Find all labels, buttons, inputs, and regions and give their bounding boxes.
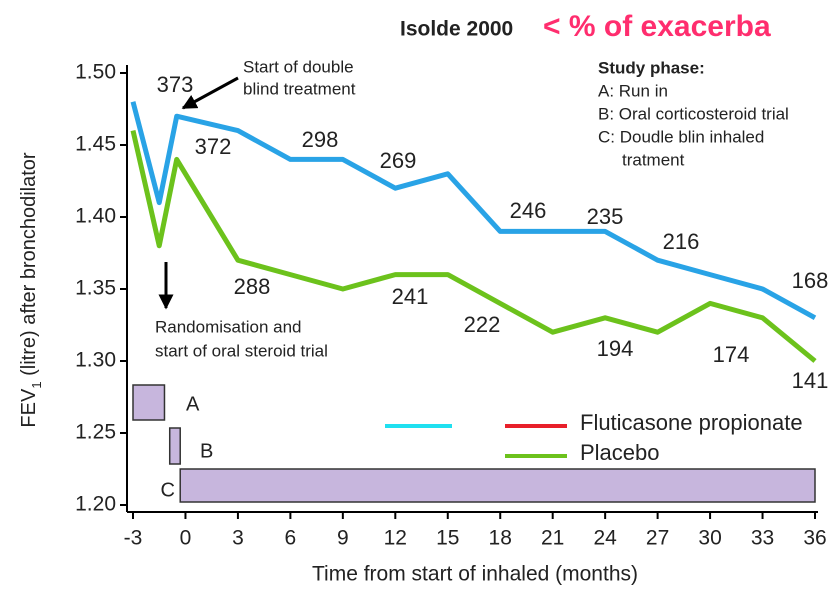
note: Randomisation and xyxy=(155,317,301,336)
x-tick-label: 36 xyxy=(803,527,826,550)
series-line xyxy=(130,130,817,363)
x-tick-label: 6 xyxy=(285,527,297,550)
study-phase-item: tratment xyxy=(622,150,685,169)
phase-label: A xyxy=(186,393,200,415)
x-tick-label: 15 xyxy=(436,527,459,550)
phase-bar xyxy=(179,468,816,503)
note: start of oral steroid trial xyxy=(155,341,328,360)
y-tick-label: 1.50 xyxy=(75,61,116,84)
note: Start of double xyxy=(243,57,354,76)
study-phase-item: B: Oral corticosteroid trial xyxy=(598,104,789,123)
annotation: 168 xyxy=(792,268,829,293)
x-tick-label: 21 xyxy=(541,527,564,550)
arrow xyxy=(181,76,239,110)
y-tick-label: 1.30 xyxy=(75,349,116,372)
chart-title: Isolde 2000 xyxy=(400,18,513,41)
chart-subtitle: < % of exacerba xyxy=(543,10,771,43)
legend-label: Placebo xyxy=(580,440,660,465)
x-tick-label: 24 xyxy=(593,527,617,550)
y-tick-label: 1.20 xyxy=(75,493,116,516)
y-axis-label: FEV1 (litre) after bronchodilator xyxy=(18,152,44,427)
annotation: 235 xyxy=(587,204,624,229)
x-tick-label: 33 xyxy=(751,527,774,550)
phase-bar xyxy=(168,427,181,465)
x-tick-label: 12 xyxy=(384,527,407,550)
y-tick-label: 1.35 xyxy=(75,277,116,300)
x-tick-label: 9 xyxy=(337,527,349,550)
phase-label: B xyxy=(200,440,213,462)
phase-label: C xyxy=(161,479,175,501)
note: blind treatment xyxy=(243,79,356,98)
annotation: 288 xyxy=(234,274,271,299)
annotation: 241 xyxy=(392,284,429,309)
y-label-main: FEV xyxy=(18,388,40,428)
annotation: 174 xyxy=(713,342,750,367)
x-tick-label: 18 xyxy=(489,527,512,550)
annotation: 222 xyxy=(464,312,501,337)
y-tick-label: 1.25 xyxy=(75,421,116,444)
x-tick-label: 30 xyxy=(698,527,721,550)
annotation: 373 xyxy=(157,72,194,97)
phase-bar xyxy=(132,384,166,421)
x-axis-label: Time from start of inhaled (months) xyxy=(312,563,638,586)
annotation: 298 xyxy=(302,127,339,152)
x-tick-label: 3 xyxy=(232,527,244,550)
x-tick-label: -3 xyxy=(124,527,143,550)
annotation: 246 xyxy=(510,198,547,223)
study-phase-title: Study phase: xyxy=(598,58,705,77)
y-tick-label: 1.45 xyxy=(75,133,116,156)
annotation: 141 xyxy=(792,368,829,393)
series-line xyxy=(130,101,817,320)
y-label-sub: 1 xyxy=(29,381,44,388)
annotation: 372 xyxy=(195,134,232,159)
x-tick-label: 27 xyxy=(646,527,669,550)
study-phase-item: A: Run in xyxy=(598,81,668,100)
legend-label: Fluticasone propionate xyxy=(580,410,803,435)
y-tick-label: 1.40 xyxy=(75,205,116,228)
study-phase-item: C: Doudle blin inhaled xyxy=(598,127,764,146)
annotation: 194 xyxy=(597,336,634,361)
y-label-rest: (litre) after bronchodilator xyxy=(18,152,40,381)
x-tick-label: 0 xyxy=(180,527,192,550)
annotation: 216 xyxy=(663,229,700,254)
annotation: 269 xyxy=(380,148,417,173)
